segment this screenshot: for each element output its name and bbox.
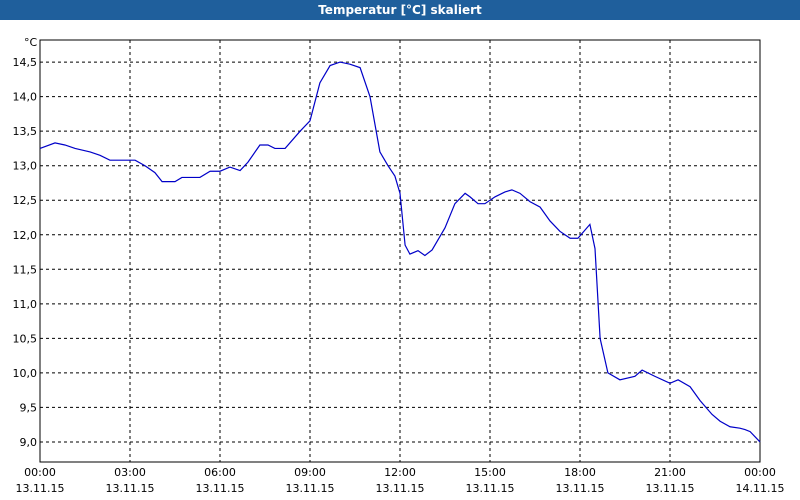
- y-tick-label: 10,0: [13, 367, 38, 380]
- y-tick-label: 13,0: [13, 160, 38, 173]
- x-tick-label: 09:00: [294, 466, 326, 479]
- y-tick-label: 9,0: [20, 436, 38, 449]
- x-tick-label: 18:00: [564, 466, 596, 479]
- chart: °C 9,0 9,5 10,0 10,5 11,0 11,5 12,0 12,5 13,0 13,…: [13, 36, 785, 495]
- y-unit: °C: [24, 36, 38, 49]
- x-tick-date: 13.11.15: [646, 482, 695, 495]
- x-tick-label: 06:00: [204, 466, 236, 479]
- x-tick-date: 13.11.15: [106, 482, 155, 495]
- x-tick-label: 21:00: [654, 466, 686, 479]
- line: [39, 61, 761, 443]
- x-tick-date: 13.11.15: [466, 482, 515, 495]
- y-tick-label: 11,5: [13, 263, 38, 276]
- y-tick-label: 14,5: [13, 56, 38, 69]
- y-tick-label: 12,0: [13, 229, 38, 242]
- title-bar: Temperatur [°C] skaliert: [0, 0, 800, 20]
- x-tick-label: 03:00: [114, 466, 146, 479]
- y-tick-label: 10,5: [13, 332, 38, 345]
- y-tick-label: 12,5: [13, 194, 38, 207]
- x-tick-date: 13.11.15: [16, 482, 65, 495]
- x-tick-label: 00:00: [744, 466, 776, 479]
- x-tick-date: 13.11.15: [376, 482, 425, 495]
- x-tick-label: 15:00: [474, 466, 506, 479]
- y-tick-label: 11,0: [13, 298, 38, 311]
- x-tick-date: 13.11.15: [196, 482, 245, 495]
- x-tick-date: 14.11.15: [736, 482, 785, 495]
- x-tick-label: 12:00: [384, 466, 416, 479]
- y-tick-label: 13,5: [13, 125, 38, 138]
- x-tick-date: 13.11.15: [556, 482, 605, 495]
- y-tick-label: 14,0: [13, 91, 38, 104]
- x-tick-label: 00:00: [24, 466, 56, 479]
- x-tick-date: 13.11.15: [286, 482, 335, 495]
- y-tick-label: 9,5: [20, 401, 38, 414]
